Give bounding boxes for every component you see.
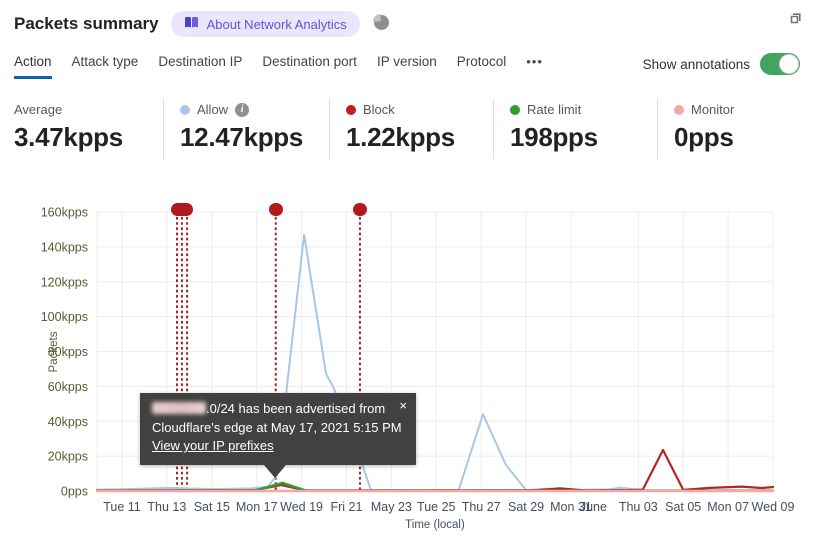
x-tick-label: Wed 09 [752, 500, 795, 514]
x-tick-label: Sat 05 [665, 500, 701, 514]
stat-average: Average 3.47kpps [0, 99, 163, 159]
x-tick-label: May 23 [371, 500, 412, 514]
header: Packets summary About Network Analytics [14, 11, 390, 37]
tab-attack-type[interactable]: Attack type [71, 54, 139, 69]
usage-pie-icon[interactable] [372, 13, 390, 36]
tab-protocol[interactable]: Protocol [456, 54, 507, 69]
y-tick-label: 160kpps [41, 206, 88, 220]
x-tick-label: Tue 11 [103, 500, 141, 514]
tab-ip-version[interactable]: IP version [376, 54, 437, 69]
x-tick-label: Mon 07 [707, 500, 749, 514]
y-tick-label: 80kpps [48, 345, 88, 359]
show-annotations-label: Show annotations [642, 56, 750, 72]
info-icon[interactable]: i [235, 102, 250, 117]
stat-value: 0pps [674, 122, 734, 152]
page-title: Packets summary [14, 14, 159, 33]
stat-value: 12.47kpps [180, 122, 304, 152]
x-tick-label: Wed 19 [280, 500, 323, 514]
annotation-marker[interactable] [170, 203, 193, 216]
monitor-dot [674, 104, 684, 115]
redacted-ip-prefix [152, 402, 206, 414]
tab-bar: Action Attack type Destination IP Destin… [14, 54, 543, 79]
stat-label: Block [363, 102, 395, 117]
stat-monitor: Monitor 0pps [657, 99, 816, 159]
tooltip-line1: .0/24 has been advertised from [152, 400, 404, 419]
annotation-tooltip: × .0/24 has been advertised from Cloudfl… [140, 393, 416, 478]
y-tick-label: 40kpps [48, 415, 88, 429]
x-tick-label: June [580, 500, 607, 514]
x-axis-title: Time (local) [405, 519, 465, 531]
y-tick-label: 0pps [61, 485, 88, 499]
about-network-analytics-badge[interactable]: About Network Analytics [170, 11, 360, 37]
y-tick-label: 100kpps [41, 310, 88, 324]
stat-rate-limit: Rate limit 198pps [493, 99, 657, 159]
x-tick-label: Mon 17 [236, 500, 278, 514]
stat-label: Average [14, 102, 63, 117]
stat-value: 1.22kpps [346, 122, 455, 152]
x-tick-label: Mon 31 [550, 500, 592, 514]
x-tick-label: Thu 03 [619, 500, 658, 514]
x-tick-label: Tue 25 [417, 500, 456, 514]
book-icon [184, 16, 199, 32]
x-tick-label: Sat 15 [194, 500, 230, 514]
badge-label: About Network Analytics [206, 16, 347, 32]
x-tick-label: Fri 21 [331, 500, 363, 514]
stat-label: Rate limit [527, 102, 582, 117]
tooltip-caret [264, 464, 286, 478]
allow-dot [180, 104, 190, 115]
y-tick-label: 60kpps [48, 380, 88, 394]
stat-label: Monitor [691, 102, 735, 117]
block-dot [346, 104, 356, 115]
y-axis-title: Packets [48, 331, 60, 372]
annotation-marker[interactable] [352, 203, 367, 216]
copy-panel-icon[interactable] [787, 12, 802, 32]
tab-action[interactable]: Action [14, 54, 52, 79]
stat-label: Allow [197, 102, 229, 117]
stat-block: Block 1.22kpps [329, 99, 493, 159]
x-tick-label: Thu 13 [147, 500, 186, 514]
stat-allow: Allow i 12.47kpps [163, 99, 329, 159]
show-annotations-toggle[interactable] [760, 53, 800, 75]
tab-destination-ip[interactable]: Destination IP [158, 54, 243, 69]
rate-limit-dot [510, 104, 520, 115]
stat-value: 198pps [510, 122, 598, 152]
x-tick-label: Sat 29 [508, 500, 544, 514]
tooltip-close-icon[interactable]: × [399, 398, 407, 413]
y-tick-label: 140kpps [41, 240, 88, 254]
y-tick-label: 120kpps [41, 275, 88, 289]
y-tick-label: 20kpps [48, 450, 88, 464]
more-tabs-button[interactable]: ••• [526, 54, 543, 69]
show-annotations-control: Show annotations [643, 53, 800, 75]
stat-value: 3.47kpps [14, 122, 123, 152]
annotation-marker[interactable] [268, 203, 283, 216]
summary-stats: Average 3.47kpps Allow i 12.47kpps Block… [0, 99, 816, 161]
tab-destination-port[interactable]: Destination port [262, 54, 357, 69]
view-ip-prefixes-link[interactable]: View your IP prefixes [152, 438, 274, 453]
x-tick-label: Thu 27 [462, 500, 501, 514]
tooltip-line2: Cloudflare's edge at May 17, 2021 5:15 P… [152, 419, 402, 435]
